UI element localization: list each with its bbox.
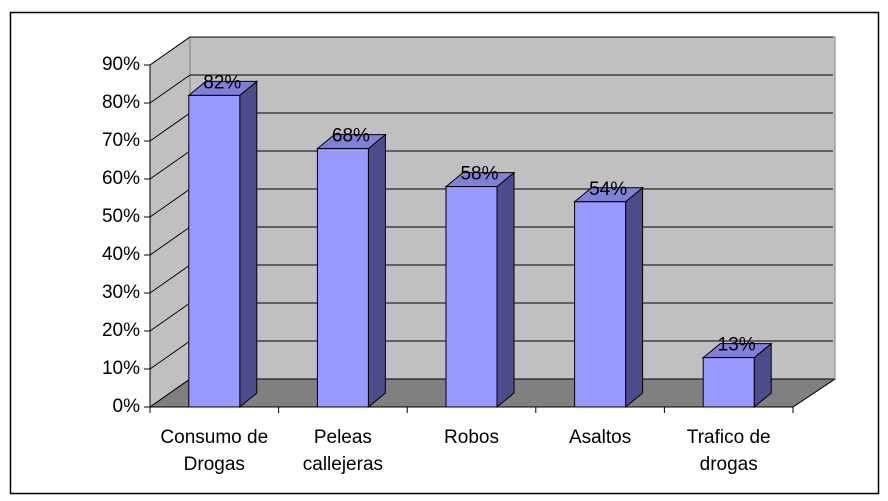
grid-line <box>149 378 191 408</box>
bar-side <box>367 133 386 409</box>
y-tick-label: 0% <box>113 396 141 417</box>
bar <box>188 94 241 408</box>
grid-line <box>149 302 191 332</box>
y-tick-label: 20% <box>102 320 140 341</box>
y-tick-label: 50% <box>102 206 140 227</box>
floor-edge <box>792 378 836 408</box>
x-tick-label: Trafico de drogas <box>686 427 771 475</box>
bar-side <box>625 186 644 409</box>
bar <box>702 357 755 408</box>
bar <box>445 186 498 408</box>
x-tick-label: Asaltos <box>568 427 632 448</box>
y-tick-label: 60% <box>102 168 140 189</box>
y-tick-label: 10% <box>102 358 140 379</box>
y-tick-label: 30% <box>102 282 140 303</box>
bar <box>316 148 369 408</box>
data-label: 82% <box>203 72 241 93</box>
data-label: 58% <box>460 164 498 185</box>
x-tick-label: Robos <box>444 427 499 448</box>
data-label: 68% <box>332 126 370 147</box>
bar-side <box>496 171 515 409</box>
data-label: 13% <box>718 335 756 356</box>
grid-line <box>149 74 191 104</box>
y-tick-label: 90% <box>102 54 140 75</box>
x-tick-label: Peleas callejeras <box>302 427 384 475</box>
grid-line <box>149 226 191 256</box>
grid-line <box>149 150 191 180</box>
y-tick-label: 70% <box>102 130 140 151</box>
data-label: 54% <box>589 179 627 200</box>
y-tick-label: 80% <box>102 92 140 113</box>
grid-line <box>149 340 191 370</box>
bar <box>574 201 627 408</box>
grid-line <box>149 264 191 294</box>
y-tick-label: 40% <box>102 244 140 265</box>
side-wall <box>149 36 191 408</box>
grid-line <box>149 112 191 142</box>
x-tick-label: Consumo de Drogas <box>160 427 269 475</box>
grid-line <box>149 36 191 66</box>
bar-side <box>239 80 258 409</box>
grid-line <box>149 188 191 218</box>
